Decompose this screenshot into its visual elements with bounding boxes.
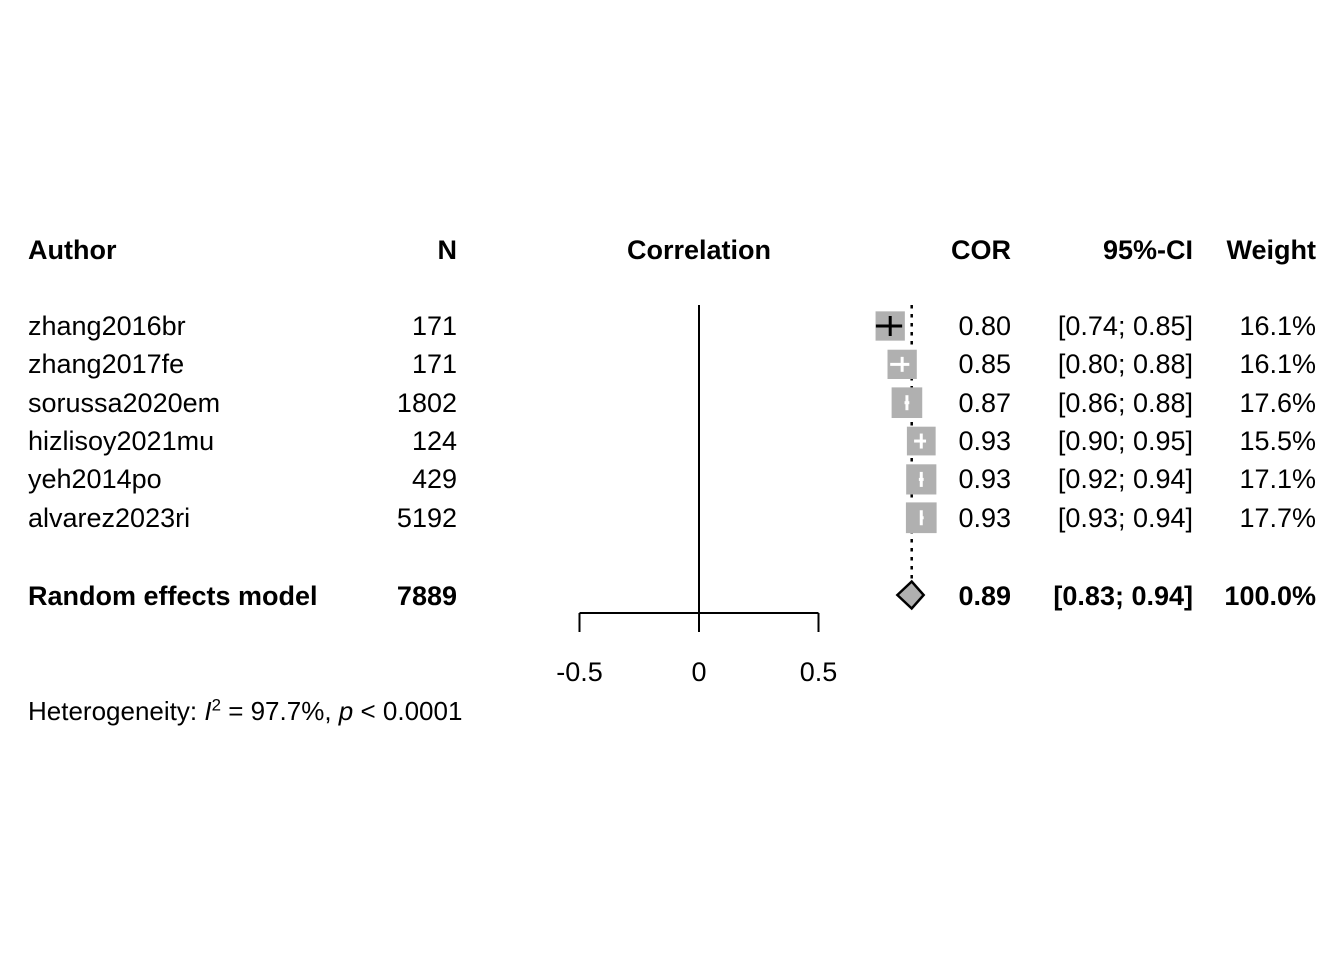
study-author: alvarez2023ri — [28, 502, 191, 533]
col-header-correlation: Correlation — [626, 235, 772, 265]
table-header: Author N Correlation COR 95%-CI Weight — [0, 231, 1344, 269]
study-author: zhang2016br — [28, 311, 186, 341]
summary-cor: 0.89 — [958, 581, 1011, 611]
study-author: hizlisoy2021mu — [28, 426, 215, 457]
study-n: 1802 — [396, 387, 457, 418]
study-n: 5192 — [396, 502, 457, 533]
col-header-n: N — [437, 235, 458, 265]
col-header-weight: Weight — [1226, 235, 1317, 265]
study-row: zhang2017fe 171 0.85 [0.80; 0.88] 16.1% — [0, 345, 1344, 383]
summary-n: 7889 — [396, 581, 457, 611]
study-cor: 0.93 — [958, 464, 1011, 495]
study-n: 171 — [411, 349, 457, 380]
study-cor: 0.80 — [958, 311, 1011, 341]
het-prefix: Heterogeneity: — [28, 696, 205, 726]
study-n: 429 — [411, 464, 457, 495]
col-header-ci: 95%-CI — [1102, 235, 1193, 265]
summary-diamond — [895, 579, 926, 611]
study-weight: 17.6% — [1239, 387, 1316, 418]
col-header-author: Author — [28, 235, 117, 265]
study-cor: 0.87 — [958, 387, 1011, 418]
study-weight: 16.1% — [1239, 349, 1316, 380]
study-ci: [0.74; 0.85] — [1057, 311, 1193, 341]
het-stat-sup: 2 — [211, 695, 221, 715]
summary-row: Random effects model 7889 0.89 [0.83; 0.… — [0, 577, 1344, 615]
study-author: yeh2014po — [28, 464, 162, 495]
study-cor: 0.93 — [958, 426, 1011, 457]
axis-tick-label: 0 — [691, 657, 707, 687]
study-weight: 16.1% — [1239, 311, 1316, 341]
study-row: alvarez2023ri 5192 0.93 [0.93; 0.94] 17.… — [0, 499, 1344, 537]
study-row: zhang2016br 171 0.80 [0.74; 0.85] 16.1% — [0, 307, 1344, 345]
col-header-cor: COR — [951, 235, 1011, 265]
study-ci: [0.93; 0.94] — [1057, 502, 1193, 533]
study-author: sorussa2020em — [28, 387, 221, 418]
study-weight: 17.7% — [1239, 502, 1316, 533]
axis-tick-label: -0.5 — [556, 657, 603, 687]
summary-ci: [0.83; 0.94] — [1053, 581, 1193, 611]
het-mid: = 97.7%, — [220, 696, 339, 726]
het-tail: < 0.0001 — [353, 696, 463, 726]
het-stat: I — [204, 696, 212, 726]
study-author: zhang2017fe — [28, 349, 185, 380]
study-ci: [0.92; 0.94] — [1057, 464, 1193, 495]
study-ci: [0.90; 0.95] — [1057, 426, 1193, 457]
axis-tick-label: 0.5 — [799, 657, 838, 687]
study-row: hizlisoy2021mu 124 0.93 [0.90; 0.95] 15.… — [0, 422, 1344, 460]
study-cor: 0.85 — [958, 349, 1011, 380]
study-weight: 15.5% — [1239, 426, 1316, 457]
study-row: sorussa2020em 1802 0.87 [0.86; 0.88] 17.… — [0, 384, 1344, 422]
het-p: p — [338, 696, 354, 726]
study-ci: [0.80; 0.88] — [1057, 349, 1193, 380]
study-n: 124 — [411, 426, 457, 457]
study-row: yeh2014po 429 0.93 [0.92; 0.94] 17.1% — [0, 460, 1344, 498]
summary-weight: 100.0% — [1224, 581, 1316, 611]
heterogeneity-note: Heterogeneity: I2 = 97.7%, p < 0.0001 — [28, 692, 462, 730]
study-n: 171 — [411, 311, 457, 341]
study-ci: [0.86; 0.88] — [1057, 387, 1193, 418]
study-weight: 17.1% — [1239, 464, 1316, 495]
summary-label: Random effects model — [28, 581, 318, 611]
study-cor: 0.93 — [958, 502, 1011, 533]
